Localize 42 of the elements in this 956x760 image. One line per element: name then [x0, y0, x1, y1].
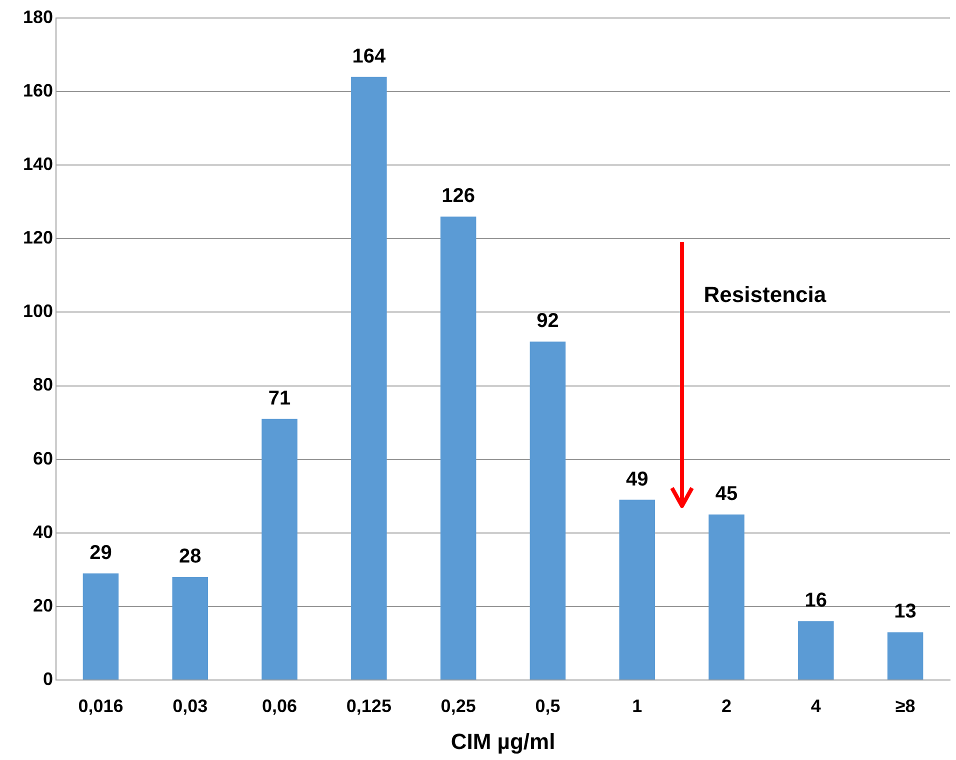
- x-tick-label: 0,03: [172, 696, 208, 716]
- y-tick-label: 160: [22, 80, 54, 101]
- data-label: 13: [894, 600, 916, 623]
- y-tick-label: 0: [43, 668, 54, 689]
- y-tick-label: 20: [33, 595, 54, 616]
- data-label: 16: [804, 590, 828, 612]
- bar: [619, 500, 655, 680]
- y-tick-label: 140: [22, 154, 54, 174]
- data-label: 71: [268, 387, 291, 410]
- x-tick-label: 0,06: [262, 696, 298, 716]
- x-tick-label: 2: [722, 696, 732, 716]
- bar: [887, 632, 924, 680]
- data-label: 164: [352, 45, 386, 68]
- y-tick-label: 60: [33, 448, 54, 468]
- x-tick-label: 0,5: [535, 696, 560, 716]
- bar: [172, 577, 208, 680]
- x-tick-label: 0,125: [346, 696, 392, 716]
- bar: [82, 573, 119, 680]
- x-tick-label: 0,25: [440, 696, 476, 716]
- y-tick-label: 120: [22, 228, 54, 248]
- y-tick-label: 180: [22, 6, 54, 27]
- y-tick-label: 100: [22, 301, 54, 322]
- bar: [440, 216, 476, 680]
- bar: [351, 76, 387, 680]
- y-tick-label: 80: [33, 374, 54, 395]
- bar: [262, 418, 298, 680]
- data-label: 28: [179, 546, 202, 568]
- x-tick-label: 0,016: [78, 696, 124, 716]
- data-label: 49: [626, 468, 648, 490]
- y-tick-label: 40: [33, 522, 54, 542]
- x-axis-title: CIM µg/ml: [450, 728, 556, 754]
- data-label: 126: [442, 185, 476, 208]
- data-label: 45: [715, 483, 738, 506]
- bar: [530, 342, 566, 680]
- bar: [798, 621, 834, 680]
- bar: [708, 514, 744, 680]
- x-tick-label: 1: [632, 696, 642, 716]
- annotation: Resistencia: [704, 282, 826, 308]
- x-tick-label: ≥8: [895, 696, 916, 716]
- data-label: 92: [536, 310, 559, 332]
- data-label: 29: [90, 542, 112, 564]
- x-tick-label: 4: [810, 696, 821, 716]
